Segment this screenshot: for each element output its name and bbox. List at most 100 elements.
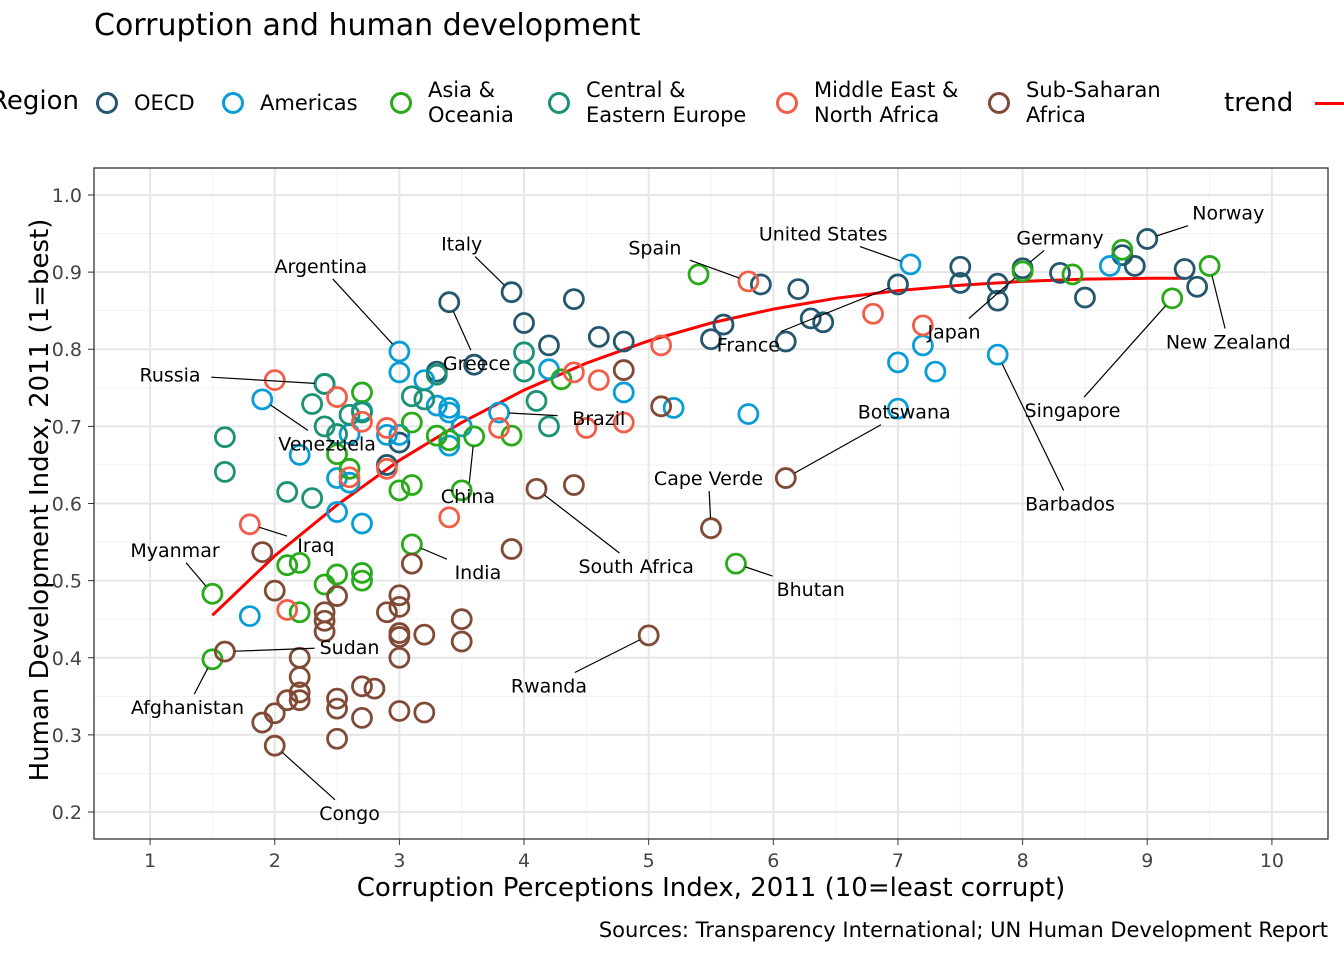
point-sub-saharan-africa xyxy=(263,579,286,602)
point-sub-saharan-africa xyxy=(326,697,348,720)
point-oecd xyxy=(1123,255,1146,277)
annotation-leader-russia xyxy=(211,376,315,384)
legend-swatch-oecd xyxy=(96,92,118,114)
point-sub-saharan-africa xyxy=(351,707,373,729)
point-oecd xyxy=(1173,258,1196,280)
point-central-eastern-europe xyxy=(513,341,535,364)
annotation-india: India xyxy=(455,562,502,584)
point-asia-oceania xyxy=(463,425,486,448)
annotation-leader-botswana xyxy=(794,424,882,474)
annotation-leader-sudan xyxy=(234,647,315,652)
point-sub-saharan-africa xyxy=(263,734,286,757)
point-asia-oceania xyxy=(400,533,423,556)
legend-item-oecd: OECD xyxy=(96,70,195,136)
point-asia-oceania xyxy=(351,569,373,592)
legend-label-asia-oceania: Asia & Oceania xyxy=(428,78,514,127)
annotation-italy: Italy xyxy=(441,234,482,256)
y-tick-label: 0.3 xyxy=(52,725,82,747)
point-central-eastern-europe xyxy=(301,487,324,510)
point-sub-saharan-africa xyxy=(700,517,722,540)
point-oecd xyxy=(587,326,610,348)
point-asia-oceania xyxy=(351,562,373,584)
annotation-leader-italy xyxy=(474,256,505,286)
point-asia-oceania xyxy=(351,381,373,404)
point-middle-east-north-africa xyxy=(575,417,598,439)
point-asia-oceania xyxy=(725,552,747,575)
legend: Region OECD Americas Asia & Oceania Central… xyxy=(0,70,1344,140)
annotation-barbados: Barbados xyxy=(1025,494,1115,516)
point-sub-saharan-africa xyxy=(363,677,386,700)
legend-item-americas: Americas xyxy=(222,70,358,136)
point-middle-east-north-africa xyxy=(338,466,361,489)
point-americas xyxy=(488,401,511,424)
point-sub-saharan-africa xyxy=(326,727,348,750)
point-sub-saharan-africa xyxy=(251,711,274,734)
annotation-leader-spain xyxy=(689,259,740,279)
point-sub-saharan-africa xyxy=(388,700,411,722)
annotation-leader-india xyxy=(420,547,448,560)
annotation-china: China xyxy=(441,486,495,508)
point-asia-oceania xyxy=(438,429,461,452)
point-middle-east-north-africa xyxy=(376,417,398,439)
point-asia-oceania xyxy=(550,368,573,391)
annotation-leader-barbados xyxy=(1001,363,1065,491)
point-oecd xyxy=(887,273,909,296)
point-asia-oceania xyxy=(338,457,361,480)
point-sub-saharan-africa xyxy=(413,623,436,646)
point-asia-oceania xyxy=(687,263,710,286)
legend-trend: trend xyxy=(1224,70,1344,136)
annotation-leader-brazil xyxy=(509,412,558,417)
chart-title: Corruption and human development xyxy=(94,8,641,43)
annotation-norway: Norway xyxy=(1192,203,1264,225)
annotation-leader-venezuela xyxy=(270,404,309,431)
legend-item-asia-oceania: Asia & Oceania xyxy=(390,70,514,136)
annotation-botswana: Botswana xyxy=(858,402,951,424)
point-central-eastern-europe xyxy=(301,393,324,415)
legend-item-sub-saharan-africa: Sub-Saharan Africa xyxy=(988,70,1161,136)
point-americas xyxy=(338,471,361,494)
annotation-cape-verde: Cape Verde xyxy=(654,468,763,490)
x-tick-label: 2 xyxy=(269,850,281,872)
legend-swatch-central-eastern-europe xyxy=(548,92,570,114)
point-oecd xyxy=(787,278,810,300)
legend-label-central-eastern-europe: Central & Eastern Europe xyxy=(586,78,747,127)
point-oecd xyxy=(612,330,635,353)
point-middle-east-north-africa xyxy=(587,369,610,391)
annotation-greece: Greece xyxy=(443,353,511,375)
point-americas xyxy=(251,388,274,411)
point-middle-east-north-africa xyxy=(326,386,348,408)
point-oecd xyxy=(463,353,486,376)
point-oecd xyxy=(949,255,972,278)
point-sub-saharan-africa xyxy=(376,601,398,624)
point-americas xyxy=(388,340,411,363)
point-oecd xyxy=(513,312,535,334)
point-oecd xyxy=(812,311,835,334)
point-sub-saharan-africa xyxy=(774,467,797,489)
point-middle-east-north-africa xyxy=(612,411,635,434)
point-americas xyxy=(351,512,373,535)
annotation-leader-germany xyxy=(1029,249,1045,263)
legend-trend-line xyxy=(1315,101,1344,105)
point-americas xyxy=(986,343,1009,366)
point-central-eastern-europe xyxy=(513,360,535,383)
point-central-eastern-europe xyxy=(425,363,448,386)
point-sub-saharan-africa xyxy=(276,689,299,712)
point-oecd xyxy=(1111,244,1134,267)
y-tick-label: 0.9 xyxy=(52,262,82,284)
point-asia-oceania xyxy=(425,424,448,447)
point-americas xyxy=(376,423,398,446)
point-central-eastern-europe xyxy=(351,401,373,424)
point-middle-east-north-africa xyxy=(862,302,884,325)
annotation-venezuela: Venezuela xyxy=(278,433,376,455)
point-asia-oceania xyxy=(388,479,411,502)
point-oecd xyxy=(1049,261,1071,284)
point-central-eastern-europe xyxy=(313,373,336,395)
annotation-spain: Spain xyxy=(628,237,681,259)
x-tick-label: 6 xyxy=(767,850,779,872)
point-oecd xyxy=(500,281,523,304)
annotation-japan: Japan xyxy=(927,322,981,344)
point-sub-saharan-africa xyxy=(251,541,274,563)
point-sub-saharan-africa xyxy=(637,624,660,647)
point-central-eastern-europe xyxy=(538,415,560,438)
